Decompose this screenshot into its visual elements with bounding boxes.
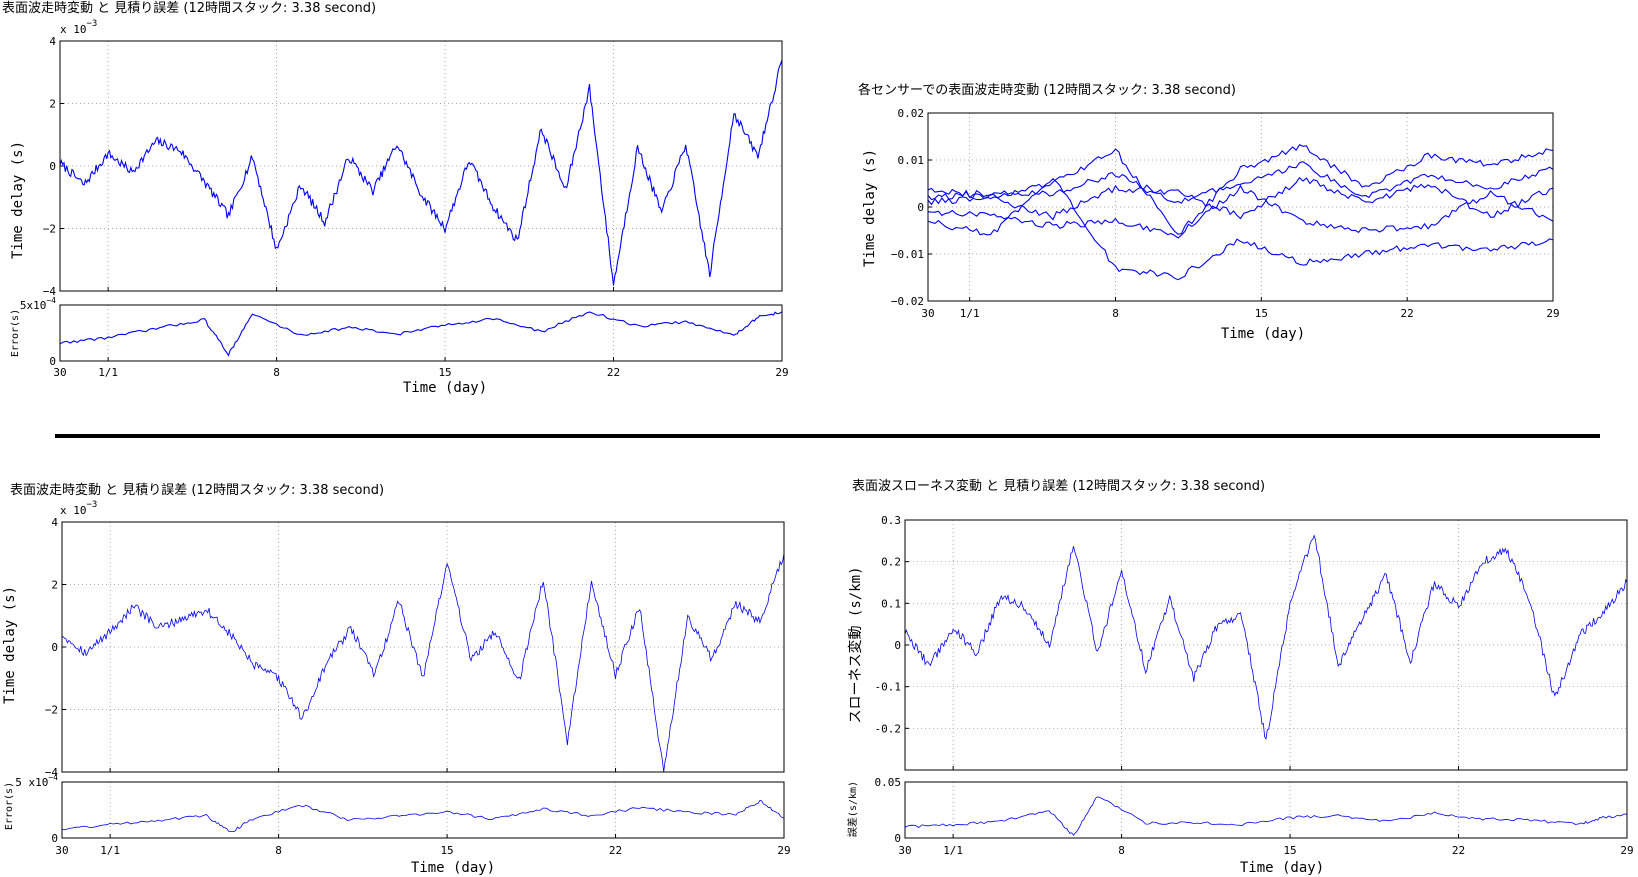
p1-ylabel: Time delay (s) bbox=[10, 141, 26, 259]
y-tick-label: 5 x10−4 bbox=[15, 773, 58, 789]
y-tick-label: −2 bbox=[43, 223, 56, 236]
p3-exponent-label: x 10−3 bbox=[60, 500, 97, 517]
p1-error-axes: 5x10−4 030 1/1 8 15 22 29 bbox=[20, 296, 789, 379]
p3-main-axes: 4 2 0 −2 −4 bbox=[45, 516, 785, 779]
x-tick-label: 1/1 bbox=[100, 844, 120, 857]
y-tick-label: 0.1 bbox=[881, 597, 901, 610]
p3-error-ylabel: Error(s) bbox=[4, 782, 15, 830]
y-tick-label: 0.3 bbox=[881, 514, 901, 527]
p1-exponent-label: x 10−3 bbox=[60, 19, 97, 36]
axes-frame bbox=[904, 781, 1628, 839]
p1-error-ylabel: Error(s) bbox=[10, 309, 21, 357]
y-tick-label: −4 bbox=[45, 766, 59, 779]
x-tick-label: 22 bbox=[609, 844, 622, 857]
x-tick-label: 29 bbox=[1620, 844, 1633, 857]
series-line bbox=[59, 311, 783, 357]
p4-main-axes: 0.3 0.2 0.1 0 -0.1 -0.2 bbox=[875, 514, 1628, 771]
p2-xlabel: Time (day) bbox=[1221, 326, 1305, 342]
x-tick-label: 22 bbox=[1452, 844, 1465, 857]
x-tick-label: 15 bbox=[1283, 844, 1296, 857]
x-tick-label: 30 bbox=[53, 366, 66, 379]
p3-xlabel: Time (day) bbox=[411, 860, 495, 876]
series-line bbox=[904, 796, 1628, 836]
x-tick-label: 8 bbox=[1118, 844, 1125, 857]
x-tick-label: 22 bbox=[607, 366, 620, 379]
axes-frame bbox=[61, 781, 785, 839]
series-line bbox=[927, 143, 1554, 235]
x-tick-label: 29 bbox=[775, 366, 788, 379]
y-tick-label: 0.2 bbox=[881, 556, 901, 569]
y-tick-label: 2 bbox=[51, 579, 58, 592]
y-tick-label: 0.01 bbox=[898, 154, 925, 167]
x-tick-label: 15 bbox=[438, 366, 451, 379]
y-tick-label: 0 bbox=[917, 201, 924, 214]
y-tick-label: −0.02 bbox=[891, 295, 924, 308]
x-tick-label: 1/1 bbox=[960, 307, 980, 320]
y-tick-label: 2 bbox=[49, 98, 56, 111]
y-tick-label: 4 bbox=[51, 516, 58, 529]
y-tick-label: 0.05 bbox=[875, 776, 902, 789]
panel-title-p2: 各センサーでの表面波走時変動 (12時間スタック: 3.38 second) bbox=[858, 82, 1236, 98]
y-tick-label: 0 bbox=[51, 832, 58, 845]
series-line bbox=[927, 178, 1554, 281]
y-tick-label: 0 bbox=[51, 641, 58, 654]
series-line bbox=[927, 184, 1554, 239]
x-tick-label: 15 bbox=[440, 844, 453, 857]
series-line bbox=[927, 176, 1554, 221]
y-tick-label: 0 bbox=[894, 639, 901, 652]
p2-ylabel: Time delay (s) bbox=[862, 149, 878, 267]
y-tick-label: 0 bbox=[49, 160, 56, 173]
series-line bbox=[927, 161, 1554, 204]
panel-title-p3: 表面波走時変動 と 見積り誤差 (12時間スタック: 3.38 second) bbox=[10, 482, 384, 498]
x-tick-label: 22 bbox=[1401, 307, 1414, 320]
p3-ylabel: Time delay (s) bbox=[2, 586, 18, 704]
y-tick-label: -0.1 bbox=[875, 681, 902, 694]
p4-ylabel: スローネス変動 (s/km) bbox=[847, 566, 864, 723]
x-tick-label: 30 bbox=[921, 307, 934, 320]
p1-xlabel: Time (day) bbox=[403, 380, 487, 396]
series-line bbox=[904, 534, 1628, 741]
x-tick-label: 29 bbox=[1546, 307, 1559, 320]
y-tick-label: 5x10−4 bbox=[20, 296, 56, 312]
x-tick-label: 30 bbox=[55, 844, 68, 857]
y-tick-label: -0.2 bbox=[875, 722, 902, 735]
x-tick-label: 29 bbox=[777, 844, 790, 857]
series-line bbox=[61, 553, 785, 773]
p4-xlabel: Time (day) bbox=[1240, 860, 1324, 876]
p1-main-axes: 4 2 0 −2 −4 bbox=[43, 35, 783, 298]
axes-frame bbox=[59, 304, 783, 362]
y-tick-label: 4 bbox=[49, 35, 56, 48]
x-tick-label: 8 bbox=[1112, 307, 1119, 320]
y-tick-label: 0.02 bbox=[898, 107, 925, 120]
series-line bbox=[59, 59, 783, 286]
x-tick-label: 1/1 bbox=[98, 366, 118, 379]
p4-error-axes: 0.05 030 1/1 8 15 22 29 bbox=[875, 776, 1634, 857]
panel-title-p1: 表面波走時変動 と 見積り誤差 (12時間スタック: 3.38 second) bbox=[2, 0, 376, 16]
y-tick-label: −2 bbox=[45, 704, 58, 717]
panel-title-p4: 表面波スローネス変動 と 見積り誤差 (12時間スタック: 3.38 secon… bbox=[852, 478, 1265, 494]
x-tick-label: 15 bbox=[1255, 307, 1268, 320]
x-tick-label: 8 bbox=[275, 844, 282, 857]
p4-error-ylabel: 誤差(s/km) bbox=[846, 781, 859, 837]
x-tick-label: 1/1 bbox=[943, 844, 963, 857]
y-tick-label: 0 bbox=[894, 832, 901, 845]
p3-error-axes: 5 x10−4 030 1/1 8 15 22 29 bbox=[15, 773, 790, 857]
y-tick-label: −4 bbox=[43, 285, 57, 298]
series-line bbox=[61, 800, 785, 832]
x-tick-label: 8 bbox=[273, 366, 280, 379]
y-tick-label: −0.01 bbox=[891, 248, 924, 261]
y-tick-label: 0 bbox=[49, 355, 56, 368]
x-tick-label: 30 bbox=[898, 844, 911, 857]
